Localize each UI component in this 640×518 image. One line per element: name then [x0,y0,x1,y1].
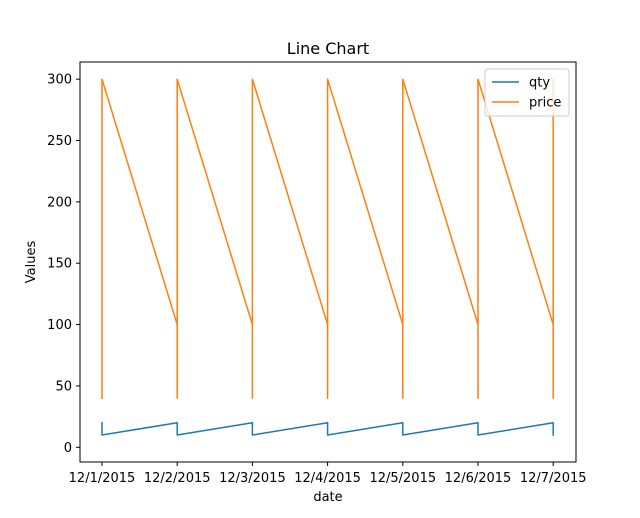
x-axis: 12/1/2015 12/2/2015 12/3/2015 12/4/2015 12/5… [69,462,587,486]
legend: qty price [484,68,570,117]
x-tick-label: 12/4/2015 [294,471,361,486]
legend-box [484,68,570,117]
x-tick-label: 12/6/2015 [445,471,512,486]
x-tick-label: 12/2/2015 [144,471,211,486]
y-tick-label: 100 [47,318,72,333]
plot-area [101,78,554,436]
x-tick-label: 12/5/2015 [369,471,436,486]
x-tick-label: 12/3/2015 [219,471,286,486]
series-line-price [101,78,554,399]
legend-label-price: price [529,96,561,111]
y-tick-label: 250 [47,134,72,149]
x-tick-label: 12/1/2015 [69,471,136,486]
series-line-qty [101,421,554,436]
x-axis-title: date [313,490,342,505]
legend-label-qty: qty [529,76,550,91]
x-tick-label: 12/7/2015 [520,471,587,486]
y-tick-label: 50 [55,379,72,394]
y-axis: 0 50 100 150 200 250 300 [47,73,80,456]
y-axis-title: Values [24,241,39,284]
y-tick-label: 0 [64,441,72,456]
y-tick-label: 150 [47,257,72,272]
y-tick-label: 300 [47,73,72,88]
y-tick-label: 200 [47,195,72,210]
chart-title: Line Chart [287,39,369,58]
